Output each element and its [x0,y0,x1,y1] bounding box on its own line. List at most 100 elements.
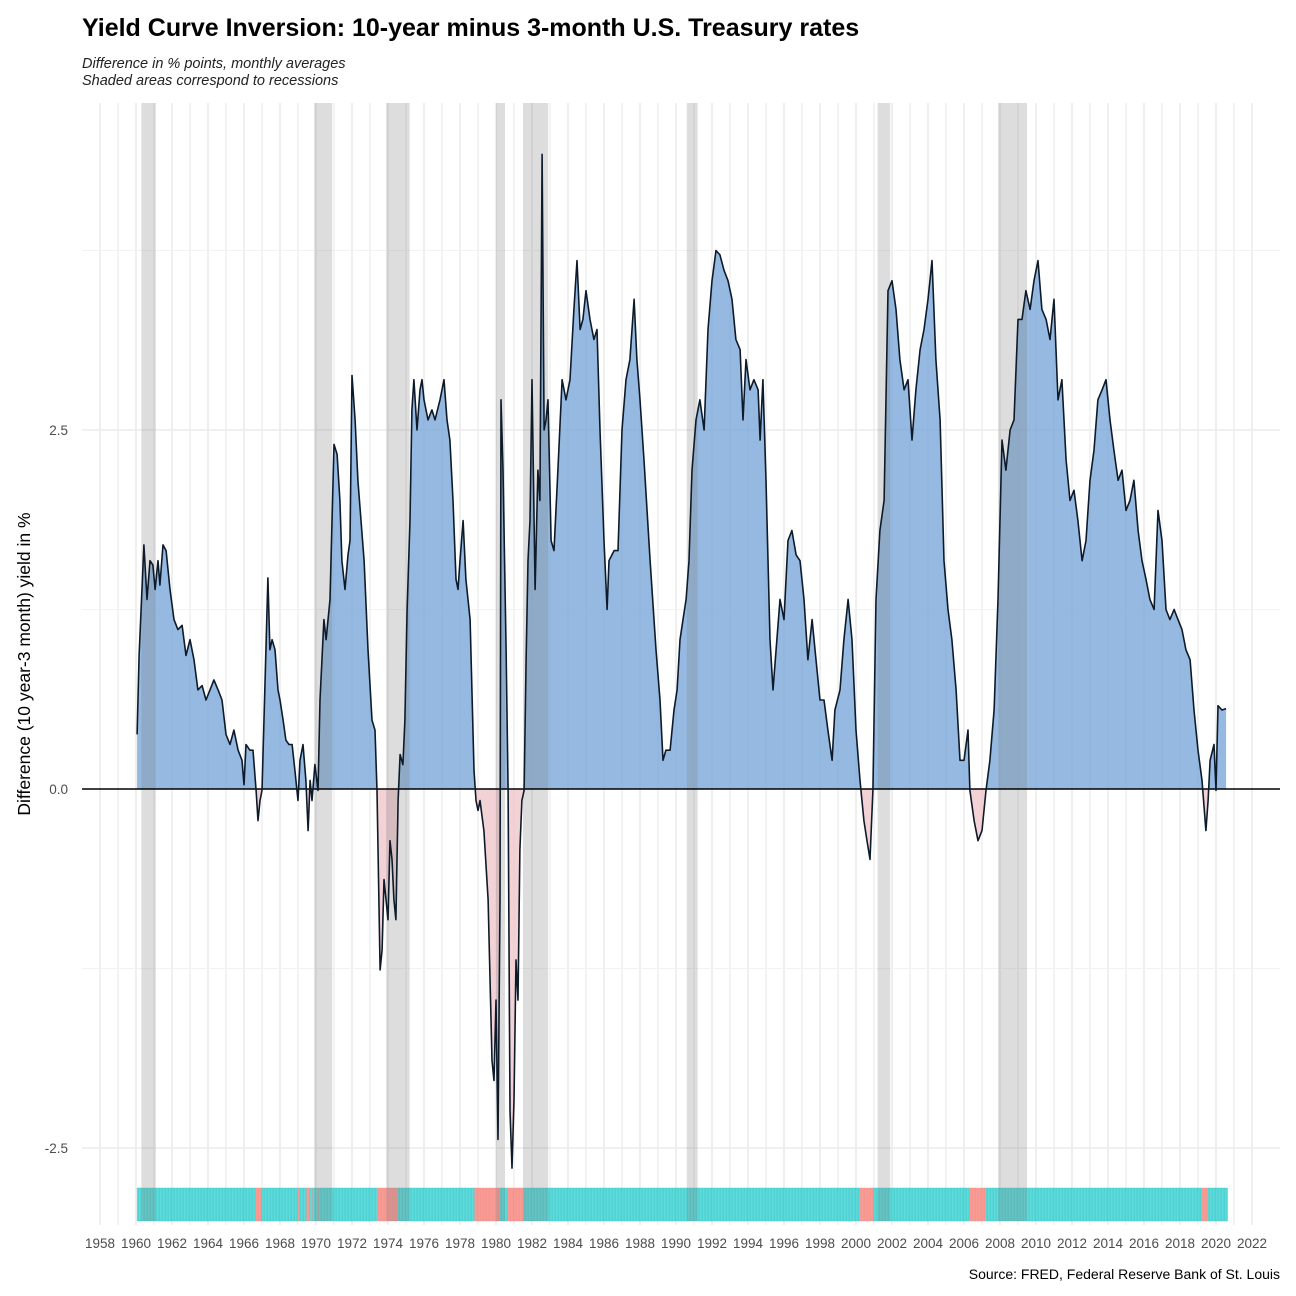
strip-month-positive [1134,1187,1137,1222]
strip-month-positive [844,1187,847,1222]
strip-month-positive [918,1187,921,1222]
strip-month-positive [963,1187,966,1222]
strip-month-negative [475,1187,478,1222]
strip-month-positive [921,1187,924,1222]
strip-month-negative [978,1187,981,1222]
strip-month-positive [996,1187,999,1222]
x-tick-label: 1990 [661,1236,691,1251]
strip-month-negative [492,1187,495,1222]
strip-month-positive [1098,1187,1101,1222]
strip-month-positive [424,1187,427,1222]
strip-month-positive [1111,1187,1114,1222]
strip-month-positive [229,1187,232,1222]
y-tick-label: 0.0 [49,782,68,797]
strip-month-positive [159,1187,162,1222]
strip-month-positive [409,1187,412,1222]
strip-month-positive [916,1187,919,1222]
strip-month-positive [1029,1187,1032,1222]
strip-month-positive [286,1187,289,1222]
strip-month-positive [954,1187,957,1222]
strip-month-negative [481,1187,484,1222]
strip-month-positive [1162,1187,1165,1222]
strip-month-positive [556,1187,559,1222]
strip-month-positive [754,1187,757,1222]
strip-month-positive [1209,1187,1212,1222]
strip-month-positive [753,1187,756,1222]
strip-month-positive [273,1187,276,1222]
strip-month-negative [981,1187,984,1222]
strip-month-positive [943,1187,946,1222]
x-tick-label: 2004 [913,1236,944,1251]
strip-month-positive [930,1187,933,1222]
strip-month-positive [907,1187,910,1222]
strip-month-positive [681,1187,684,1222]
strip-month-positive [912,1187,915,1222]
strip-month-positive [987,1187,990,1222]
strip-month-positive [549,1187,552,1222]
strip-month-positive [622,1187,625,1222]
strip-month-positive [592,1187,595,1222]
x-axis-ticks: 1958 1960 1962 1964 1966 1968 1970 1972 1974 1976… [85,1236,1267,1251]
strip-month-positive [213,1187,216,1222]
strip-month-positive [567,1187,570,1222]
chart-title: Yield Curve Inversion: 10-year minus 3-m… [82,14,859,42]
strip-month-positive [1099,1187,1102,1222]
strip-month-negative [861,1187,864,1222]
strip-month-positive [190,1187,193,1222]
strip-month-positive [240,1187,243,1222]
strip-month-positive [352,1187,355,1222]
strip-month-positive [937,1187,940,1222]
strip-month-negative [384,1187,387,1222]
strip-month-positive [175,1187,178,1222]
strip-month-positive [1074,1187,1077,1222]
strip-month-positive [571,1187,574,1222]
strip-month-positive [1032,1187,1035,1222]
strip-month-positive [910,1187,913,1222]
strip-month-positive [961,1187,964,1222]
strip-month-positive [1080,1187,1083,1222]
strip-month-positive [700,1187,703,1222]
strip-month-positive [565,1187,568,1222]
strip-month-positive [342,1187,345,1222]
strip-month-positive [336,1187,339,1222]
strip-month-positive [435,1187,438,1222]
strip-month-positive [606,1187,609,1222]
strip-month-positive [892,1187,895,1222]
strip-month-negative [1206,1187,1209,1222]
recession-band [386,103,410,1221]
strip-month-positive [312,1187,315,1222]
strip-month-positive [220,1187,223,1222]
strip-month-positive [1177,1187,1180,1222]
strip-month-positive [1146,1187,1149,1222]
strip-month-positive [813,1187,816,1222]
strip-month-positive [957,1187,960,1222]
strip-month-negative [486,1187,489,1222]
strip-month-positive [823,1187,826,1222]
strip-month-positive [1150,1187,1153,1222]
strip-month-positive [457,1187,460,1222]
strip-month-positive [208,1187,211,1222]
strip-month-negative [870,1187,873,1222]
strip-month-positive [348,1187,351,1222]
strip-month-positive [577,1187,580,1222]
strip-month-positive [1158,1187,1161,1222]
strip-month-positive [858,1187,861,1222]
strip-month-positive [967,1187,970,1222]
strip-month-positive [193,1187,196,1222]
strip-month-positive [814,1187,817,1222]
strip-month-positive [178,1187,181,1222]
strip-month-positive [163,1187,166,1222]
strip-month-negative [307,1187,310,1222]
strip-month-positive [585,1187,588,1222]
y-tick-label: 2.5 [49,423,68,438]
strip-month-negative [256,1187,259,1222]
strip-month-positive [1216,1187,1219,1222]
strip-month-positive [793,1187,796,1222]
strip-month-positive [603,1187,606,1222]
strip-month-positive [454,1187,457,1222]
strip-month-positive [825,1187,828,1222]
x-tick-label: 1972 [337,1236,367,1251]
strip-month-positive [652,1187,655,1222]
chart-subtitle-line-1: Difference in % points, monthly averages [82,56,346,72]
strip-month-positive [414,1187,417,1222]
